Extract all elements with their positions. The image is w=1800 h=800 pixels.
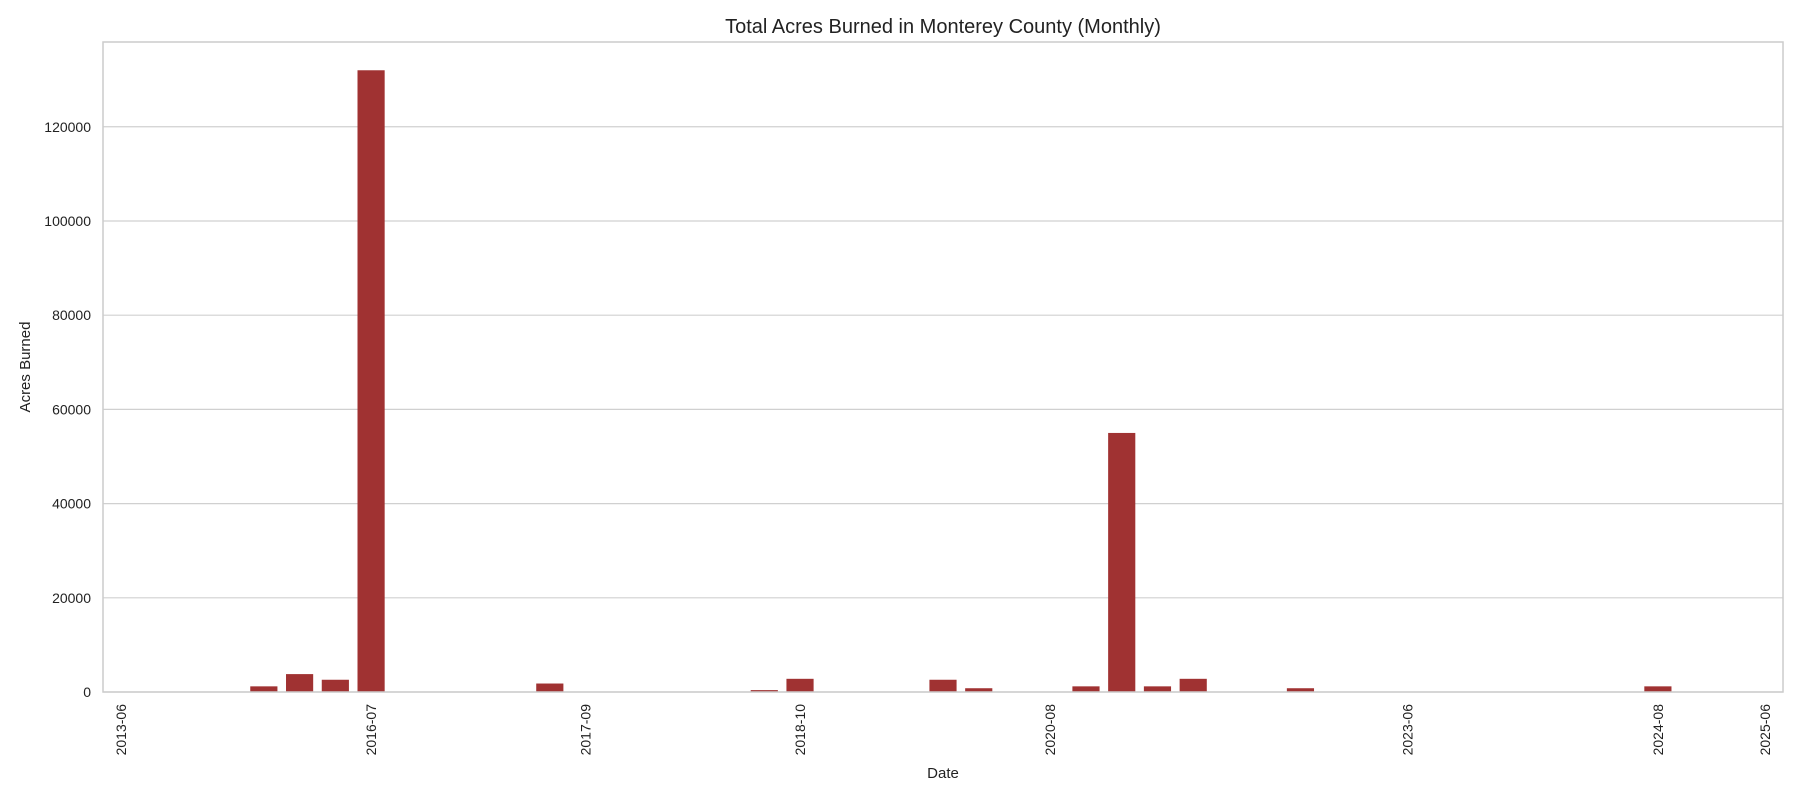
x-tick-label: 2013-06 [113, 704, 129, 756]
x-tick-label: 2020-08 [1042, 704, 1058, 756]
bar [1286, 688, 1315, 692]
bar [357, 70, 385, 693]
y-axis-ticks: 0 20000 40000 60000 80000 100000 120000 [44, 119, 91, 700]
bar [286, 674, 314, 692]
bars [250, 70, 1672, 693]
x-axis-ticks: 2013-06 2016-07 2017-09 2018-10 2020-08 2023-… [113, 704, 1773, 756]
bar [321, 679, 349, 692]
x-tick-label: 2025-06 [1757, 704, 1773, 756]
plot-frame [102, 41, 1784, 693]
y-tick-label: 100000 [44, 213, 91, 229]
bar [1644, 686, 1672, 692]
y-tick-label: 20000 [52, 590, 91, 606]
y-tick-label: 120000 [44, 119, 91, 135]
bar [929, 679, 957, 692]
bar [1072, 686, 1100, 692]
bar [1179, 678, 1207, 692]
x-axis-label: Date [927, 765, 959, 782]
bar [965, 688, 993, 692]
bar [750, 690, 778, 692]
y-tick-label: 80000 [52, 307, 91, 323]
x-tick-label: 2017-09 [578, 704, 594, 756]
bar [1108, 432, 1136, 692]
bar [1143, 686, 1172, 692]
bar [786, 678, 814, 692]
bar [536, 683, 564, 692]
chart-title: Total Acres Burned in Monterey County (M… [725, 16, 1161, 38]
y-tick-label: 0 [83, 684, 91, 700]
x-tick-label: 2024-08 [1650, 704, 1666, 756]
gridlines [103, 126, 1783, 693]
y-tick-label: 60000 [52, 401, 91, 417]
bar [250, 686, 278, 692]
x-tick-label: 2018-10 [792, 704, 808, 756]
x-tick-label: 2023-06 [1400, 704, 1416, 756]
y-tick-label: 40000 [52, 496, 91, 512]
y-axis-label: Acres Burned [17, 322, 34, 413]
x-tick-label: 2016-07 [363, 704, 379, 756]
